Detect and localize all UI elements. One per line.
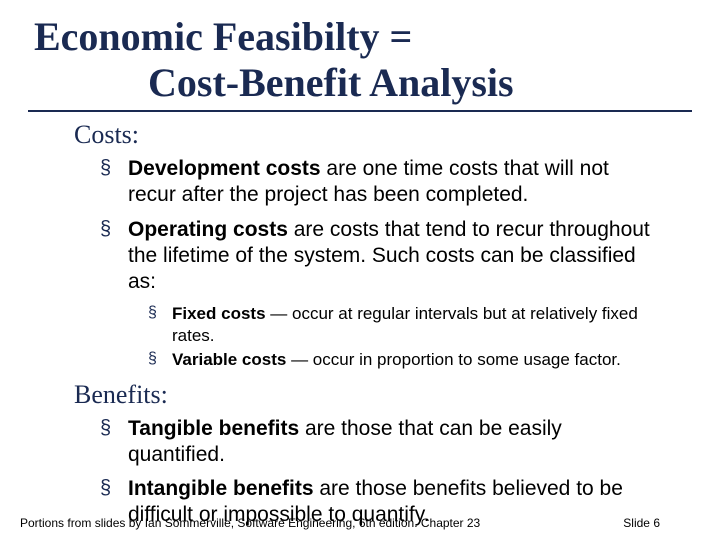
list-item: Development costs are one time costs tha…	[100, 156, 656, 209]
list-item: Tangible benefits are those that can be …	[100, 416, 656, 469]
slide: Economic Feasibilty = Cost-Benefit Analy…	[0, 0, 720, 540]
item-rest: — occur in proportion to some usage fact…	[286, 350, 621, 369]
slide-footer: Portions from slides by Ian Sommerville,…	[20, 516, 700, 530]
title-line-2: Cost-Benefit Analysis	[148, 60, 692, 106]
item-bold: Development costs	[128, 157, 321, 180]
title-line-1: Economic Feasibilty =	[34, 14, 692, 60]
item-bold: Fixed costs	[172, 304, 266, 323]
list-item: Fixed costs — occur at regular intervals…	[148, 303, 668, 347]
costs-label: Costs:	[74, 120, 692, 150]
benefits-list: Tangible benefits are those that can be …	[100, 416, 656, 529]
item-bold: Operating costs	[128, 218, 288, 241]
footer-slide-number: Slide 6	[623, 516, 660, 530]
item-bold: Tangible benefits	[128, 417, 299, 440]
footer-attribution: Portions from slides by Ian Sommerville,…	[20, 516, 480, 530]
slide-title: Economic Feasibilty = Cost-Benefit Analy…	[28, 14, 692, 106]
costs-list: Development costs are one time costs tha…	[100, 156, 656, 295]
costs-sublist: Fixed costs — occur at regular intervals…	[148, 303, 668, 371]
list-item: Variable costs — occur in proportion to …	[148, 349, 668, 371]
title-rule	[28, 110, 692, 112]
item-bold: Intangible benefits	[128, 477, 314, 500]
list-item: Operating costs are costs that tend to r…	[100, 217, 656, 296]
item-bold: Variable costs	[172, 350, 286, 369]
benefits-label: Benefits:	[74, 380, 692, 410]
